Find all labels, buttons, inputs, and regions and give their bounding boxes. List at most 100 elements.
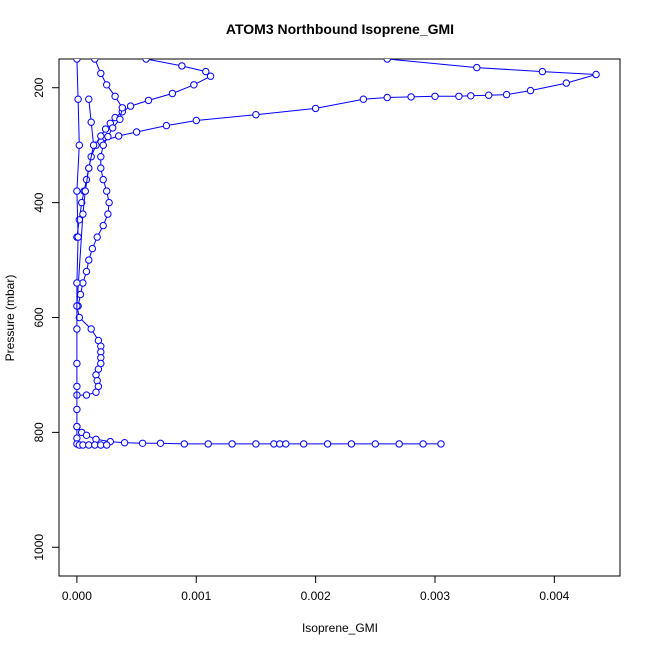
data-point <box>138 439 147 447</box>
data-point <box>431 92 439 101</box>
data-point <box>97 132 105 140</box>
y-axis-label: Pressure (mbar) <box>3 275 17 362</box>
data-point <box>111 92 119 101</box>
data-point <box>73 59 81 63</box>
data-point <box>276 440 284 448</box>
data-point <box>99 175 107 184</box>
data-point <box>91 441 99 449</box>
data-point <box>73 422 81 431</box>
data-point <box>82 431 91 439</box>
data-point <box>419 440 427 448</box>
data-point <box>81 187 90 195</box>
x-tick-label: 0.004 <box>539 589 569 603</box>
data-point <box>156 439 165 447</box>
data-point <box>79 210 87 218</box>
data-point <box>82 267 91 276</box>
data-point <box>142 59 150 63</box>
data-point <box>192 116 201 125</box>
data-point <box>455 92 463 101</box>
data-point <box>206 72 215 80</box>
data-point <box>103 81 111 89</box>
data-point <box>99 221 107 230</box>
x-axis-label: Isoprene_GMI <box>302 621 378 635</box>
data-point <box>204 440 212 448</box>
data-point <box>109 124 117 132</box>
data-point <box>132 128 141 136</box>
data-point <box>359 95 368 103</box>
x-tick-label: 0.001 <box>181 589 211 603</box>
data-point <box>75 216 84 224</box>
plot-area <box>73 59 600 449</box>
data-point <box>92 371 100 379</box>
data-point <box>97 69 105 78</box>
data-point <box>87 325 95 333</box>
data-point <box>311 104 320 113</box>
data-point <box>371 440 379 448</box>
data-point <box>180 440 189 448</box>
plot-frame <box>58 58 621 577</box>
data-point <box>120 439 129 447</box>
x-tick-label: 0.002 <box>301 589 331 603</box>
x-axis: 0.000 0.001 0.002 0.003 0.004 <box>62 575 570 603</box>
data-point <box>252 440 260 448</box>
data-point <box>144 96 153 105</box>
data-point <box>592 70 600 79</box>
data-point <box>82 391 91 399</box>
data-point <box>85 95 93 103</box>
data-point <box>178 62 186 70</box>
data-point <box>85 164 93 172</box>
data-point <box>104 210 112 218</box>
data-point <box>252 111 260 119</box>
data-point <box>74 95 82 103</box>
data-point <box>126 102 135 110</box>
data-point <box>407 93 415 101</box>
data-point <box>103 187 111 195</box>
data-point <box>162 121 171 130</box>
data-point <box>73 382 81 391</box>
y-tick-label: 400 <box>32 192 46 212</box>
data-point <box>228 440 236 448</box>
data-point <box>74 233 82 241</box>
data-point <box>168 89 177 98</box>
data-point <box>101 125 110 133</box>
series-line-1 <box>100 59 597 143</box>
data-point <box>502 90 511 99</box>
data-point <box>105 198 113 207</box>
x-tick-label: 0.000 <box>62 589 92 603</box>
data-point <box>89 141 98 149</box>
data-point <box>97 153 105 161</box>
data-point <box>202 67 210 76</box>
data-point <box>73 325 81 333</box>
data-point <box>93 233 101 241</box>
data-point <box>395 440 403 448</box>
data-point <box>383 59 391 63</box>
data-point <box>383 93 391 102</box>
data-point <box>115 132 123 140</box>
data-point <box>85 441 93 449</box>
data-point <box>99 141 107 149</box>
x-tick-label: 0.003 <box>420 589 450 603</box>
data-point <box>103 441 111 449</box>
data-point <box>104 132 112 141</box>
data-point <box>73 359 81 368</box>
data-point <box>190 81 198 89</box>
series-line-5 <box>76 426 441 445</box>
data-point <box>526 86 535 95</box>
y-tick-label: 800 <box>32 422 46 442</box>
data-point <box>562 79 570 87</box>
data-point <box>87 118 95 126</box>
data-point <box>73 405 81 414</box>
data-point <box>538 67 547 76</box>
data-point <box>467 92 475 100</box>
data-point <box>473 63 481 72</box>
data-point <box>485 91 493 99</box>
data-point <box>97 164 105 172</box>
data-point <box>437 440 445 448</box>
data-point <box>118 104 127 112</box>
data-point <box>79 279 87 287</box>
data-point <box>300 440 308 448</box>
y-tick-label: 600 <box>32 307 46 327</box>
data-point <box>73 279 81 287</box>
data-point <box>88 244 97 253</box>
y-axis: 200 400 600 800 1000 <box>32 77 60 561</box>
